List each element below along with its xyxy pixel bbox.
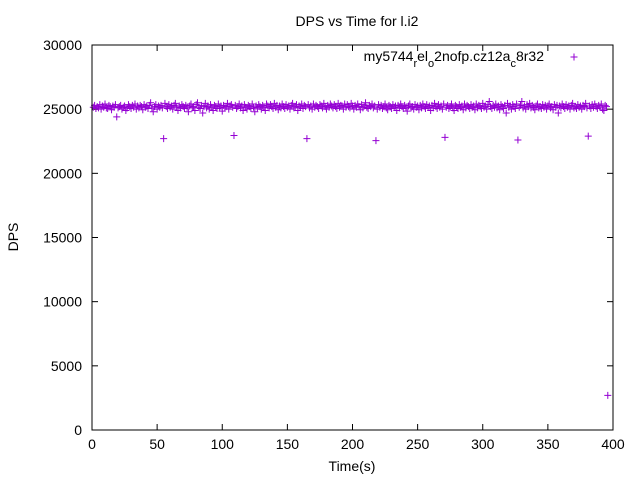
legend: my5744relo2nofp.cz12ac8r32 [364,48,578,70]
data-point [602,103,610,111]
data-point [230,131,238,139]
data-point [209,106,217,114]
x-tick-label: 200 [341,436,365,452]
y-tick-label: 0 [74,422,82,438]
plot-area-border [91,44,614,431]
data-point [184,108,192,116]
x-tick-label: 300 [471,436,495,452]
data-point [554,109,562,117]
legend-label-part: 8r32 [516,48,544,64]
legend-label-part: c [510,58,516,70]
x-tick-label: 350 [536,436,560,452]
x-tick-label: 250 [406,436,430,452]
y-tick-label: 5000 [51,358,82,374]
legend-marker-glyph [570,53,578,61]
data-point [518,97,526,105]
x-tick-label: 100 [211,436,235,452]
data-point [531,106,539,114]
data-point [438,105,446,113]
data-point [372,137,380,145]
y-axis-label: DPS [5,223,21,252]
data-point [337,101,345,109]
y-tick-label: 25000 [43,101,82,117]
data-point [171,99,179,107]
legend-label-part: r [413,58,417,70]
data-point [582,99,590,107]
legend-label-part: o [428,58,434,70]
data-point [604,391,612,399]
x-tick-label: 400 [601,436,625,452]
data-point [194,99,202,107]
x-tick-label: 0 [88,436,96,452]
data-point [601,101,609,109]
data-point [584,132,592,140]
data-point [500,105,508,113]
x-axis-label: Time(s) [329,458,376,474]
data-point [543,105,551,113]
data-point [169,105,177,113]
data-point [300,101,308,109]
data-point [502,109,510,117]
x-axis: 0 50 100 150 200 250 300 350 400 [88,45,625,452]
legend-label-part: 2nofp.cz12a [434,48,510,64]
legend-label-part: my5744 [364,48,414,64]
data-point [441,133,449,141]
data-point [105,101,113,109]
data-point [144,105,152,113]
data-point [381,100,389,108]
data-point [101,100,109,108]
data-point [261,106,269,114]
data-point [450,106,458,114]
data-point [566,105,574,113]
data-point [447,100,455,108]
data-point [225,105,233,113]
data-point [599,105,607,113]
data-point [149,108,157,116]
y-tick-label: 10000 [43,294,82,310]
data-point [113,113,121,121]
data-point [320,99,328,107]
data-point [511,105,519,113]
data-point [221,104,229,112]
data-point [485,97,493,105]
data-point [191,106,199,114]
data-point [600,106,608,114]
data-point [286,105,294,113]
y-axis: 0 5000 10000 15000 20000 25000 30000 [43,37,613,438]
x-tick-label: 150 [276,436,300,452]
data-point [199,109,207,117]
data-point [362,99,370,107]
chart-title: DPS vs Time for l.i2 [296,13,419,29]
data-point [136,101,144,109]
y-tick-label: 15000 [43,230,82,246]
legend-marker-series-1 [570,53,578,61]
legend-label-part: el [417,48,428,64]
legend-label-series-1: my5744relo2nofp.cz12ac8r32 [364,48,545,70]
data-point [251,108,259,116]
data-point [403,107,411,115]
data-point [147,99,155,107]
data-point [248,100,256,108]
data-point [160,135,168,143]
y-tick-label: 20000 [43,165,82,181]
data-point [216,103,224,111]
data-point [158,104,166,112]
data-points [89,97,612,399]
data-point [196,105,204,113]
data-point [431,99,439,107]
data-point [161,99,169,107]
data-point [514,136,522,144]
y-tick-label: 30000 [43,37,82,53]
data-point [597,100,605,108]
data-point [483,105,491,113]
x-tick-label: 50 [149,436,165,452]
data-point [303,135,311,143]
